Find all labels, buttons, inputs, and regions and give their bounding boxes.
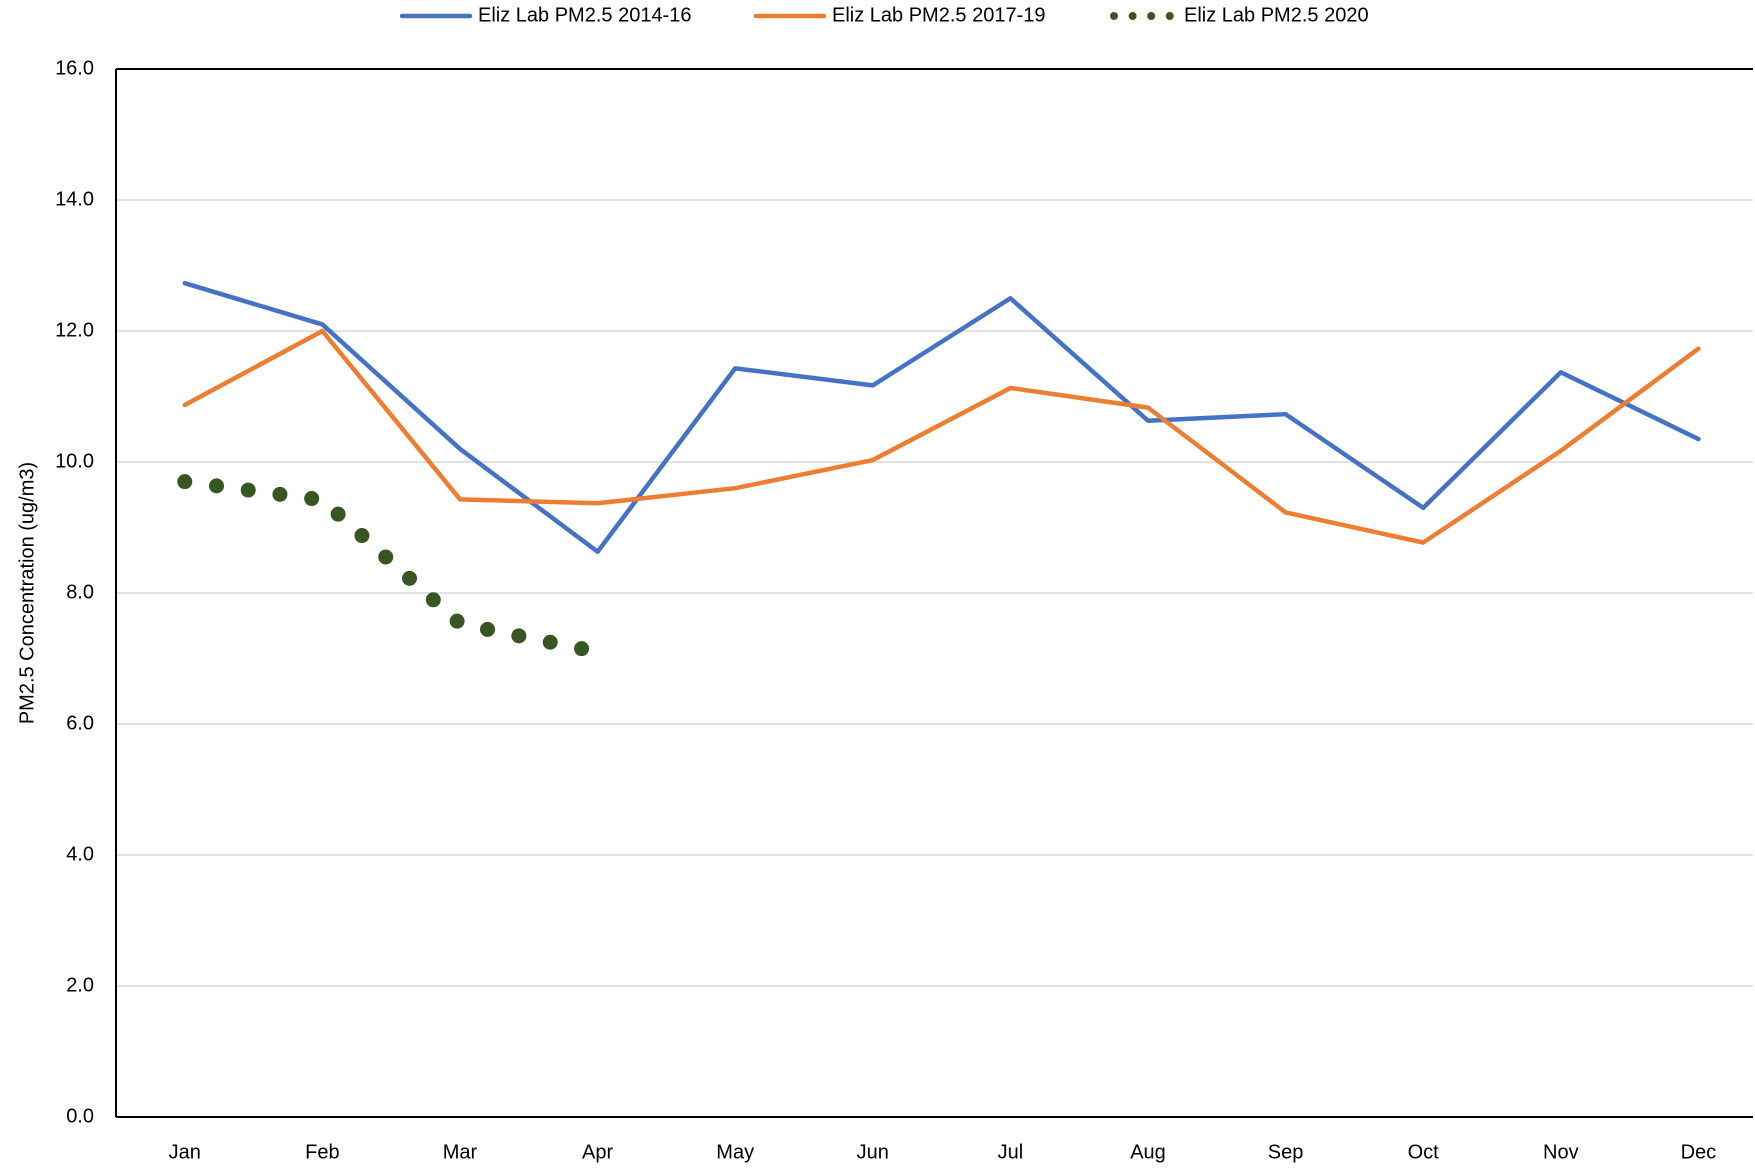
x-tick-label: Dec xyxy=(1681,1141,1717,1163)
series-line xyxy=(177,474,606,660)
series-line xyxy=(182,328,1701,545)
x-tick-label: Aug xyxy=(1130,1141,1166,1163)
y-tick-label: 6.0 xyxy=(66,712,94,734)
legend-label: Eliz Lab PM2.5 2020 xyxy=(1184,4,1369,26)
legend-label: Eliz Lab PM2.5 2017-19 xyxy=(832,4,1045,26)
y-tick-label: 4.0 xyxy=(66,843,94,865)
y-axis-title: PM2.5 Concentration (ug/m3) xyxy=(16,462,38,724)
y-tick-label: 14.0 xyxy=(55,188,94,210)
y-tick-label: 0.0 xyxy=(66,1105,94,1127)
x-tick-label: Jun xyxy=(857,1141,889,1163)
legend-label: Eliz Lab PM2.5 2014-16 xyxy=(478,4,691,26)
y-tick-label: 8.0 xyxy=(66,581,94,603)
x-tick-label: May xyxy=(716,1141,754,1163)
x-tick-label: Sep xyxy=(1268,1141,1304,1163)
x-tick-label: Nov xyxy=(1543,1141,1579,1163)
x-tick-label: Jan xyxy=(169,1141,201,1163)
x-tick-label: Feb xyxy=(305,1141,339,1163)
x-tick-label: Mar xyxy=(443,1141,478,1163)
series-line xyxy=(182,280,1701,554)
y-tick-label: 16.0 xyxy=(55,57,94,79)
x-tick-label: Jul xyxy=(998,1141,1024,1163)
x-tick-label: Oct xyxy=(1408,1141,1440,1163)
y-tick-label: 10.0 xyxy=(55,450,94,472)
x-tick-label: Apr xyxy=(582,1141,613,1163)
y-tick-label: 12.0 xyxy=(55,319,94,341)
y-tick-label: 2.0 xyxy=(66,974,94,996)
